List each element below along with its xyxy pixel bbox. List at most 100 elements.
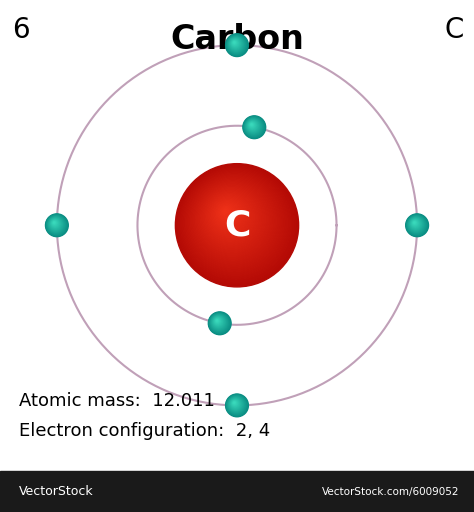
Circle shape bbox=[228, 397, 243, 412]
Circle shape bbox=[215, 319, 220, 323]
Circle shape bbox=[226, 394, 248, 417]
Circle shape bbox=[233, 401, 236, 404]
Circle shape bbox=[232, 40, 238, 47]
Text: Electron configuration:  2, 4: Electron configuration: 2, 4 bbox=[19, 422, 270, 440]
Circle shape bbox=[210, 197, 247, 234]
Circle shape bbox=[46, 215, 67, 235]
Circle shape bbox=[410, 218, 422, 230]
Circle shape bbox=[213, 316, 223, 327]
Circle shape bbox=[234, 402, 235, 403]
Circle shape bbox=[226, 34, 248, 56]
Circle shape bbox=[408, 216, 425, 233]
Circle shape bbox=[213, 316, 224, 328]
Circle shape bbox=[249, 122, 255, 128]
Circle shape bbox=[406, 215, 428, 236]
Circle shape bbox=[232, 40, 237, 46]
Circle shape bbox=[208, 195, 251, 238]
Circle shape bbox=[209, 313, 230, 333]
Circle shape bbox=[216, 319, 219, 323]
Circle shape bbox=[213, 199, 244, 230]
Circle shape bbox=[218, 204, 236, 222]
Circle shape bbox=[409, 217, 423, 231]
Circle shape bbox=[183, 171, 288, 275]
Circle shape bbox=[219, 205, 234, 221]
Circle shape bbox=[246, 119, 260, 133]
Circle shape bbox=[50, 218, 61, 229]
Circle shape bbox=[246, 119, 261, 134]
Circle shape bbox=[247, 120, 258, 132]
Circle shape bbox=[408, 216, 426, 234]
Circle shape bbox=[233, 402, 236, 404]
Circle shape bbox=[204, 191, 256, 243]
Circle shape bbox=[232, 40, 237, 45]
Circle shape bbox=[229, 398, 242, 411]
Circle shape bbox=[211, 198, 246, 232]
Circle shape bbox=[212, 315, 226, 329]
Circle shape bbox=[223, 209, 229, 215]
Circle shape bbox=[232, 401, 237, 406]
Circle shape bbox=[51, 220, 59, 227]
Circle shape bbox=[49, 217, 63, 231]
Circle shape bbox=[47, 216, 64, 233]
Circle shape bbox=[247, 120, 258, 131]
Circle shape bbox=[231, 39, 240, 48]
Circle shape bbox=[197, 184, 267, 254]
Circle shape bbox=[215, 318, 220, 324]
Circle shape bbox=[250, 123, 254, 127]
Circle shape bbox=[188, 176, 280, 268]
Circle shape bbox=[214, 200, 242, 228]
Circle shape bbox=[226, 34, 247, 56]
Text: 6: 6 bbox=[12, 16, 29, 45]
Circle shape bbox=[413, 221, 416, 225]
Circle shape bbox=[229, 37, 242, 50]
Circle shape bbox=[200, 187, 262, 249]
Circle shape bbox=[52, 220, 57, 226]
Circle shape bbox=[409, 217, 423, 231]
Text: Atomic mass:  12.011: Atomic mass: 12.011 bbox=[19, 392, 215, 410]
Circle shape bbox=[410, 218, 421, 229]
Circle shape bbox=[227, 395, 247, 415]
Circle shape bbox=[184, 172, 286, 273]
Circle shape bbox=[234, 42, 235, 43]
Circle shape bbox=[209, 196, 249, 236]
Circle shape bbox=[201, 188, 260, 247]
Circle shape bbox=[244, 117, 264, 137]
Circle shape bbox=[46, 214, 68, 237]
Circle shape bbox=[228, 36, 244, 52]
Circle shape bbox=[214, 317, 222, 326]
Circle shape bbox=[231, 39, 239, 47]
Circle shape bbox=[211, 314, 227, 330]
Circle shape bbox=[190, 178, 276, 264]
Circle shape bbox=[228, 397, 244, 413]
Circle shape bbox=[407, 215, 426, 234]
Circle shape bbox=[227, 35, 247, 55]
Circle shape bbox=[198, 185, 265, 253]
Circle shape bbox=[207, 194, 253, 240]
Circle shape bbox=[244, 117, 264, 137]
Circle shape bbox=[249, 122, 255, 129]
Circle shape bbox=[411, 219, 420, 228]
Text: Carbon: Carbon bbox=[170, 23, 304, 56]
Circle shape bbox=[50, 219, 60, 229]
Circle shape bbox=[228, 37, 243, 52]
Circle shape bbox=[410, 219, 420, 229]
Circle shape bbox=[227, 395, 246, 415]
Circle shape bbox=[182, 169, 290, 278]
Circle shape bbox=[53, 222, 55, 224]
Circle shape bbox=[195, 183, 269, 257]
Circle shape bbox=[187, 174, 282, 270]
Circle shape bbox=[220, 206, 232, 219]
Circle shape bbox=[231, 399, 240, 408]
Circle shape bbox=[217, 203, 238, 224]
Circle shape bbox=[180, 168, 291, 280]
Circle shape bbox=[199, 186, 264, 251]
Circle shape bbox=[52, 221, 57, 225]
Circle shape bbox=[205, 192, 255, 241]
Circle shape bbox=[248, 121, 256, 130]
Circle shape bbox=[179, 167, 293, 281]
Circle shape bbox=[247, 120, 259, 132]
Text: VectorStock.com/6009052: VectorStock.com/6009052 bbox=[322, 486, 460, 497]
Circle shape bbox=[224, 210, 227, 213]
Circle shape bbox=[233, 41, 236, 44]
Circle shape bbox=[243, 116, 265, 139]
